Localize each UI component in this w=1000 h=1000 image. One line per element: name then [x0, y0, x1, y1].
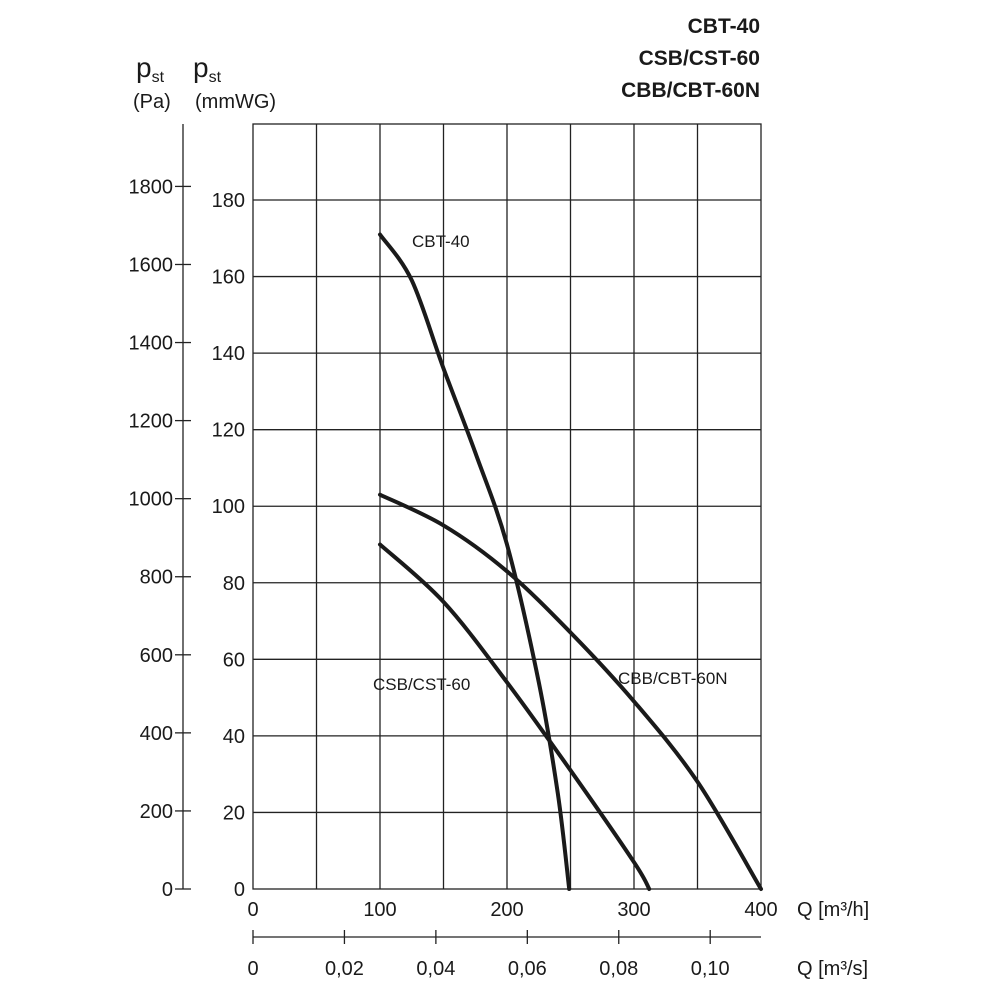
curve-cbt-40 [378, 232, 572, 891]
mmwg-tick-label: 120 [212, 420, 245, 442]
flow-m3h-tick-label: 100 [363, 899, 396, 921]
flow-m3h-tick-label: 400 [744, 899, 777, 921]
pa-tick-label: 600 [140, 645, 173, 667]
flow-m3s-tick-label: 0 [247, 958, 258, 980]
mmwg-tick-label: 180 [212, 190, 245, 212]
pa-tick-label: 1000 [129, 489, 174, 511]
flow-m3s-tick-label: 0,02 [325, 958, 364, 980]
pa-tick-label: 400 [140, 723, 173, 745]
mmwg-tick-label: 140 [212, 343, 245, 365]
chart-title-line-3: CBB/CBT-60N [621, 79, 760, 102]
flow-m3s-axis: 0 0,02 0,04 0,06 0,08 0,10 [247, 930, 761, 980]
mmwg-axis-unit: (mmWG) [195, 91, 276, 113]
mmwg-tick-label: 80 [223, 573, 245, 595]
plot-grid [252, 123, 762, 890]
flow-m3s-tick-label: 0,04 [416, 958, 455, 980]
series-label-cbt-40: CBT-40 [412, 232, 470, 251]
chart-title-line-1: CBT-40 [688, 15, 760, 38]
pa-tick-label: 1600 [129, 254, 174, 276]
flow-m3h-tick-label: 200 [490, 899, 523, 921]
mmwg-tick-label: 160 [212, 267, 245, 289]
pa-axis-symbol: pst [136, 52, 165, 86]
mmwg-tick-label: 100 [212, 496, 245, 518]
mmwg-tick-label: 20 [223, 802, 245, 824]
pa-axis: 0 200 400 600 800 1000 1200 1400 1600 1800 [129, 124, 191, 901]
pa-tick-label: 0 [162, 879, 173, 901]
flow-m3s-tick-label: 0,10 [691, 958, 730, 980]
flow-m3h-tick-label: 0 [247, 899, 258, 921]
flow-m3s-tick-label: 0,08 [599, 958, 638, 980]
mmwg-tick-labels: 0 20 40 60 80 100 120 140 160 180 [212, 190, 245, 901]
curve-csb-cst-60 [378, 542, 652, 891]
curve-cbb-cbt-60n [378, 492, 763, 891]
mmwg-tick-label: 60 [223, 649, 245, 671]
pa-tick-label: 1800 [129, 176, 174, 198]
performance-curves [378, 232, 763, 891]
flow-m3s-axis-label: Q [m³/s] [797, 958, 868, 980]
series-label-cbb-cbt-60n: CBB/CBT-60N [618, 669, 728, 688]
pa-tick-label: 800 [140, 567, 173, 589]
pa-tick-label: 1200 [129, 411, 174, 433]
flow-m3s-tick-label: 0,06 [508, 958, 547, 980]
mmwg-tick-label: 40 [223, 726, 245, 748]
flow-m3h-tick-label: 300 [617, 899, 650, 921]
series-label-csb-cst-60: CSB/CST-60 [373, 675, 470, 694]
pa-axis-unit: (Pa) [133, 91, 171, 113]
mmwg-tick-label: 0 [234, 879, 245, 901]
flow-m3h-axis-label: Q [m³/h] [797, 899, 869, 921]
flow-m3h-tick-labels: 0 100 200 300 400 [247, 899, 777, 921]
mmwg-axis-symbol: pst [193, 52, 222, 86]
pa-tick-label: 1400 [129, 333, 174, 355]
chart-title-line-2: CSB/CST-60 [639, 47, 760, 70]
pa-tick-label: 200 [140, 801, 173, 823]
